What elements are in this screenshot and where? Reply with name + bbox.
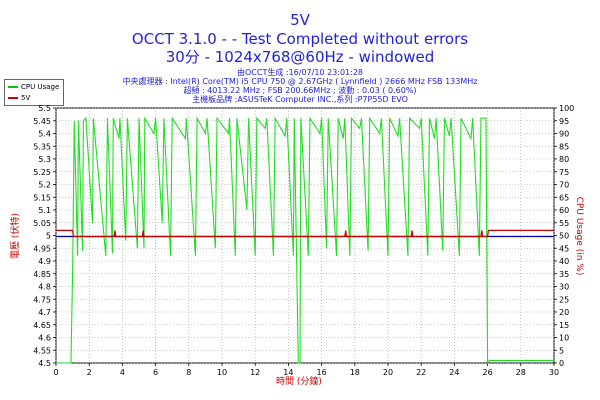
legend-label-5v: 5V bbox=[21, 94, 31, 102]
y-right-tick-label: 45 bbox=[559, 244, 569, 253]
info-overclock: 超頻 : 4013.22 MHz ; FSB 200.66MHz ; 波動 : … bbox=[183, 86, 417, 95]
info-cpu: 中央處理器 : Intel(R) Core(TM) i5 CPU 750 @ 2… bbox=[122, 77, 478, 86]
y-left-tick-label: 5.2 bbox=[38, 181, 51, 190]
x-tick-label: 0 bbox=[53, 368, 58, 377]
x-tick-label: 14 bbox=[283, 368, 293, 377]
y-left-tick-label: 4.5 bbox=[38, 359, 51, 368]
y-left-tick-label: 4.65 bbox=[33, 321, 51, 330]
x-tick-label: 18 bbox=[350, 368, 360, 377]
legend-item-cpu-usage: CPU Usage bbox=[8, 82, 59, 92]
x-tick-label: 4 bbox=[120, 368, 125, 377]
y-right-tick-label: 20 bbox=[559, 308, 569, 317]
y-right-tick-label: 60 bbox=[559, 206, 569, 215]
y-right-tick-label: 80 bbox=[559, 155, 569, 164]
series-line-5v bbox=[56, 229, 554, 238]
y-right-tick-label: 15 bbox=[559, 321, 569, 330]
chart-subtitle: OCCT 3.1.0 - - Test Completed without er… bbox=[131, 30, 469, 48]
y-right-tick-label: 85 bbox=[559, 142, 569, 151]
x-tick-label: 6 bbox=[153, 368, 158, 377]
x-tick-label: 24 bbox=[449, 368, 459, 377]
x-tick-label: 8 bbox=[186, 368, 191, 377]
chart-title: 5V bbox=[290, 11, 310, 29]
y-left-tick-label: 5.1 bbox=[38, 206, 51, 215]
x-tick-label: 22 bbox=[416, 368, 426, 377]
y-left-tick-label: 5.4 bbox=[38, 130, 51, 139]
y-left-tick-label: 4.7 bbox=[38, 308, 51, 317]
y-right-tick-label: 40 bbox=[559, 257, 569, 266]
y-right-tick-label: 35 bbox=[559, 270, 569, 279]
y-right-tick-label: 100 bbox=[559, 104, 574, 113]
y-left-tick-label: 5.05 bbox=[33, 219, 51, 228]
y-left-tick-label: 5.3 bbox=[38, 155, 51, 164]
y-right-tick-label: 90 bbox=[559, 130, 569, 139]
y-axis-left-label: 電壓 (伏特) bbox=[9, 213, 21, 259]
x-tick-label: 12 bbox=[250, 368, 260, 377]
series-line-cpu-usage bbox=[56, 116, 554, 364]
y-axis-right-ticks: 0 5 10 15 20 25 30 35 40 45 50 55 60 65 70 75 80 85 90 95 10… bbox=[554, 104, 574, 368]
y-right-tick-label: 75 bbox=[559, 168, 569, 177]
y-left-tick-label: 5.5 bbox=[38, 104, 51, 113]
x-tick-label: 2 bbox=[87, 368, 92, 377]
y-left-tick-label: 5.35 bbox=[33, 142, 51, 151]
x-tick-label: 16 bbox=[317, 368, 327, 377]
y-left-tick-label: 5.15 bbox=[33, 193, 51, 202]
y-left-tick-label: 4.55 bbox=[33, 346, 51, 355]
y-right-tick-label: 50 bbox=[559, 232, 569, 241]
legend-label-cpu-usage: CPU Usage bbox=[21, 83, 60, 91]
y-axis-right-label: CPU Usage (in %) bbox=[574, 197, 584, 276]
y-right-tick-label: 65 bbox=[559, 193, 569, 202]
y-right-tick-label: 5 bbox=[559, 346, 564, 355]
y-left-tick-label: 4.85 bbox=[33, 270, 51, 279]
chart-subtitle-2: 30分 - 1024x768@60Hz - windowed bbox=[165, 48, 435, 66]
y-right-tick-label: 0 bbox=[559, 359, 564, 368]
grid-lines bbox=[55, 107, 555, 364]
y-left-tick-label: 5.45 bbox=[33, 117, 51, 126]
chart-legend: CPU Usage 5V bbox=[4, 79, 64, 106]
x-tick-label: 30 bbox=[549, 368, 559, 377]
y-left-tick-label: 4.8 bbox=[38, 283, 51, 292]
y-left-tick-label: 5.25 bbox=[33, 168, 51, 177]
y-right-tick-label: 95 bbox=[559, 117, 569, 126]
y-right-tick-label: 55 bbox=[559, 219, 569, 228]
x-tick-label: 20 bbox=[383, 368, 393, 377]
y-right-tick-label: 10 bbox=[559, 334, 569, 343]
y-right-tick-label: 30 bbox=[559, 283, 569, 292]
x-tick-label: 28 bbox=[516, 368, 526, 377]
x-axis-label: 時間 (分鐘) bbox=[276, 375, 322, 387]
info-generated: 由OCCT生成 :16/07/10 23:01:28 bbox=[237, 68, 363, 77]
y-right-tick-label: 25 bbox=[559, 295, 569, 304]
x-tick-label: 10 bbox=[217, 368, 227, 377]
y-left-tick-label: 4.75 bbox=[33, 295, 51, 304]
y-axis-left-ticks: 4.5 4.55 4.6 4.65 4.7 4.75 4.8 4.85 4.9 4.95 5 5.05… bbox=[33, 104, 56, 368]
y-left-tick-label: 4.6 bbox=[38, 334, 51, 343]
info-motherboard: 主機板品牌 :ASUSTeK Computer INC.,系列 :P7P55D … bbox=[192, 95, 408, 104]
y-right-tick-label: 70 bbox=[559, 181, 569, 190]
y-left-tick-label: 4.95 bbox=[33, 244, 51, 253]
x-axis-ticks: 0 2 4 6 8 10 12 14 16 18 20 22 24 26 28 30 bbox=[53, 363, 559, 377]
y-left-tick-label: 4.9 bbox=[38, 257, 51, 266]
legend-swatch-5v bbox=[8, 97, 18, 99]
y-left-tick-label: 5 bbox=[46, 232, 51, 241]
legend-swatch-cpu-usage bbox=[8, 86, 18, 88]
x-tick-label: 26 bbox=[483, 368, 493, 377]
legend-item-5v: 5V bbox=[8, 93, 30, 103]
series-group bbox=[56, 116, 554, 364]
